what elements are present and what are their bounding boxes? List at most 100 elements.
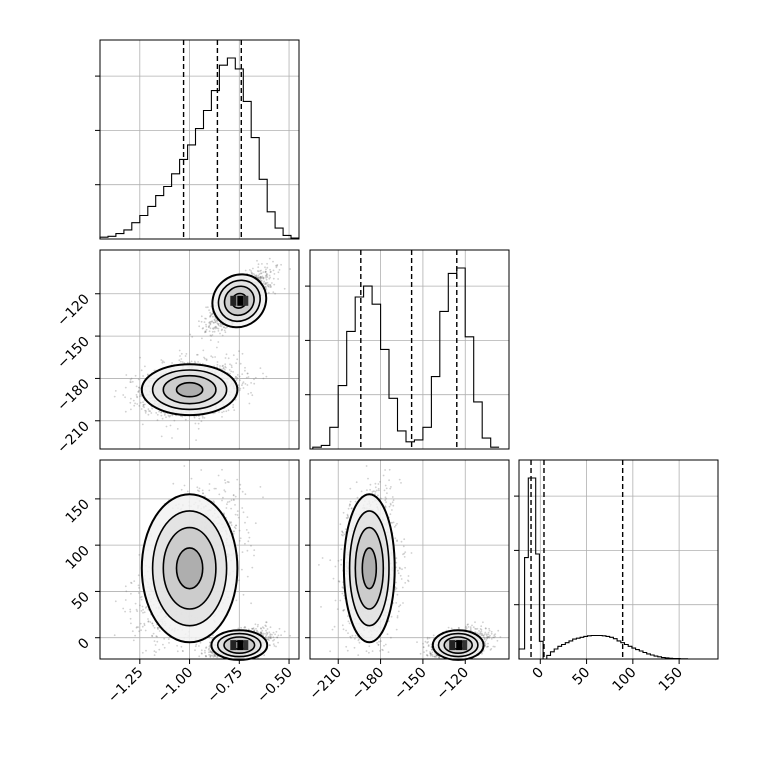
sample-point (176, 650, 179, 653)
sample-point (195, 439, 198, 441)
sample-point (148, 410, 150, 412)
hist-panel-1-step-line (312, 267, 500, 449)
sample-point (265, 283, 267, 285)
sample-point (151, 407, 154, 410)
sample-point (217, 341, 220, 343)
sample-point (233, 409, 236, 411)
sample-point (143, 406, 146, 409)
sample-point (216, 322, 219, 325)
sample-point (217, 330, 220, 332)
sample-point (266, 266, 269, 269)
sample-point (266, 284, 269, 287)
sample-point (269, 271, 272, 273)
sample-point (186, 361, 189, 364)
sample-point (138, 386, 141, 389)
sample-point (210, 313, 213, 316)
sample-point (160, 411, 163, 413)
sample-point (201, 489, 204, 492)
scatter-panel-1-0-density-peak-cell (230, 295, 237, 306)
sample-point (212, 321, 215, 324)
sample-point (277, 271, 280, 274)
sample-point (236, 358, 239, 361)
sample-point (271, 282, 273, 284)
sample-point (143, 622, 146, 625)
sample-point (235, 375, 237, 378)
sample-point (244, 493, 247, 496)
sample-point (134, 374, 137, 377)
sample-point (178, 359, 181, 362)
sample-point (267, 285, 270, 288)
sample-point (137, 391, 140, 393)
sample-point (244, 542, 246, 545)
sample-point (219, 323, 222, 326)
sample-point (269, 626, 272, 629)
sample-point (227, 409, 230, 412)
sample-point (142, 375, 145, 377)
sample-point (161, 361, 164, 364)
sample-point (142, 403, 145, 406)
sample-point (242, 387, 245, 389)
sample-point (245, 376, 248, 379)
sample-point (236, 376, 238, 379)
sample-point (158, 410, 161, 413)
sample-point (224, 365, 227, 368)
sample-point (156, 413, 159, 416)
sample-point (194, 649, 196, 652)
sample-point (273, 283, 276, 286)
sample-point (229, 363, 231, 366)
sample-point (259, 276, 261, 278)
sample-point (238, 579, 240, 582)
sample-point (265, 278, 268, 281)
sample-point (138, 630, 141, 633)
sample-point (204, 357, 206, 360)
sample-point (225, 366, 227, 369)
sample-point (208, 309, 211, 312)
sample-point (180, 352, 183, 355)
sample-point (129, 378, 132, 381)
sample-point (141, 423, 144, 426)
sample-point (138, 587, 140, 589)
sample-point (135, 394, 138, 396)
sample-point (236, 478, 239, 481)
sample-point (265, 287, 267, 289)
sample-point (274, 292, 276, 295)
sample-point (221, 334, 224, 337)
sample-point (129, 401, 132, 404)
sample-point (223, 326, 226, 329)
sample-point (130, 377, 133, 380)
sample-point (275, 630, 278, 633)
sample-point (250, 391, 252, 394)
sample-point (255, 627, 257, 630)
sample-point (125, 374, 128, 376)
sample-point (260, 272, 262, 275)
sample-point (219, 325, 222, 327)
sample-point (254, 274, 257, 277)
sample-point (139, 401, 142, 404)
sample-point (114, 600, 117, 603)
sample-point (130, 381, 132, 383)
sample-point (196, 353, 198, 356)
sample-point (131, 630, 134, 633)
sample-point (179, 360, 182, 363)
sample-point (269, 268, 271, 271)
sample-point (124, 396, 126, 399)
sample-point (197, 489, 199, 492)
sample-point (200, 469, 203, 471)
sample-point (205, 358, 208, 361)
sample-point (248, 269, 251, 271)
sample-point (167, 638, 170, 640)
sample-point (137, 626, 140, 628)
sample-point (131, 380, 134, 383)
sample-point (129, 617, 132, 620)
hist-panel-2-frame (518, 459, 719, 660)
sample-point (247, 540, 250, 543)
sample-point (257, 263, 260, 266)
sample-point (151, 634, 153, 637)
sample-point (255, 274, 258, 277)
sample-point (198, 655, 201, 658)
sample-point (140, 408, 143, 410)
sample-point (257, 266, 260, 269)
sample-point (209, 315, 212, 318)
sample-point (205, 328, 208, 331)
sample-point (216, 346, 218, 349)
